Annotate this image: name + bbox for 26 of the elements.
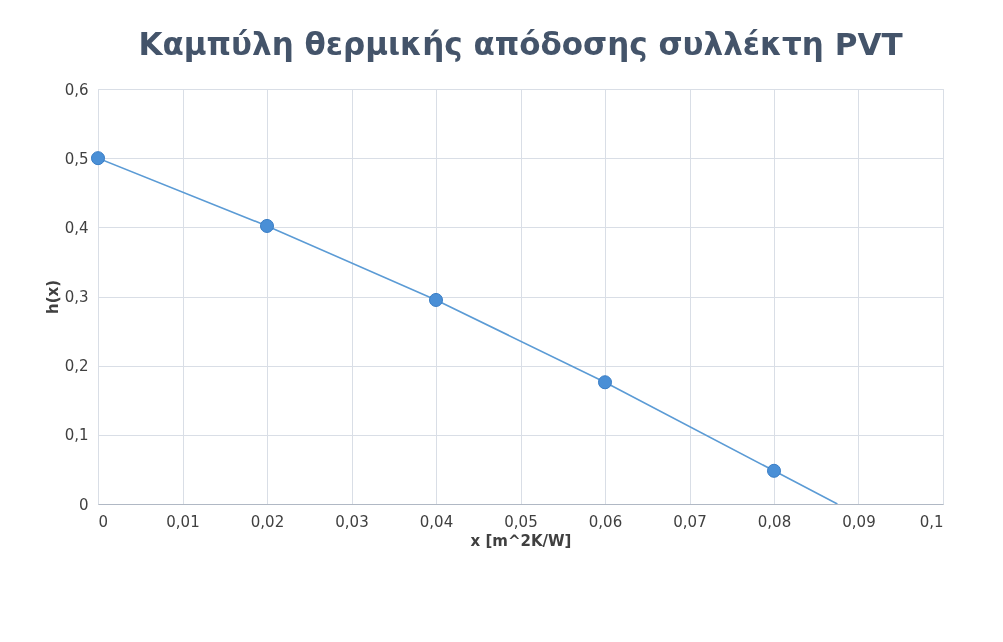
x-tick-label: 0,1 [919, 512, 944, 531]
y-tick-label: 0,1 [64, 426, 89, 445]
x-tick-label: 0,07 [673, 512, 707, 531]
y-tick-label: 0,5 [64, 149, 89, 168]
y-tick-label: 0,6 [64, 80, 89, 99]
y-axis-title: h(x) [43, 279, 62, 315]
x-tick-label: 0,03 [335, 512, 369, 531]
y-tick-label: 0 [78, 495, 89, 514]
y-tick-label: 0,3 [64, 288, 89, 306]
x-tick-label: 0,02 [250, 512, 285, 531]
y-tick-label: 0,4 [64, 218, 89, 237]
x-axis-title: x [m^2K/W] [470, 531, 572, 550]
point [428, 292, 444, 307]
x-tick-label: 0 [98, 512, 109, 531]
point [90, 151, 106, 166]
x-tick-label: 0,01 [166, 512, 200, 531]
chart-title: Καμπύλη θερμικής απόδοσης συλλέκτη PVT [138, 26, 903, 62]
x-tick-label: 0,09 [842, 512, 876, 531]
point [766, 463, 782, 478]
x-tick-label: 0,08 [757, 512, 792, 531]
x-tick-label: 0,06 [588, 512, 623, 531]
point [597, 375, 613, 390]
y-tick-label: 0,2 [64, 357, 89, 376]
point [259, 218, 275, 233]
x-tick-label: 0,04 [419, 512, 454, 531]
x-tick-label: 0,05 [504, 512, 538, 531]
